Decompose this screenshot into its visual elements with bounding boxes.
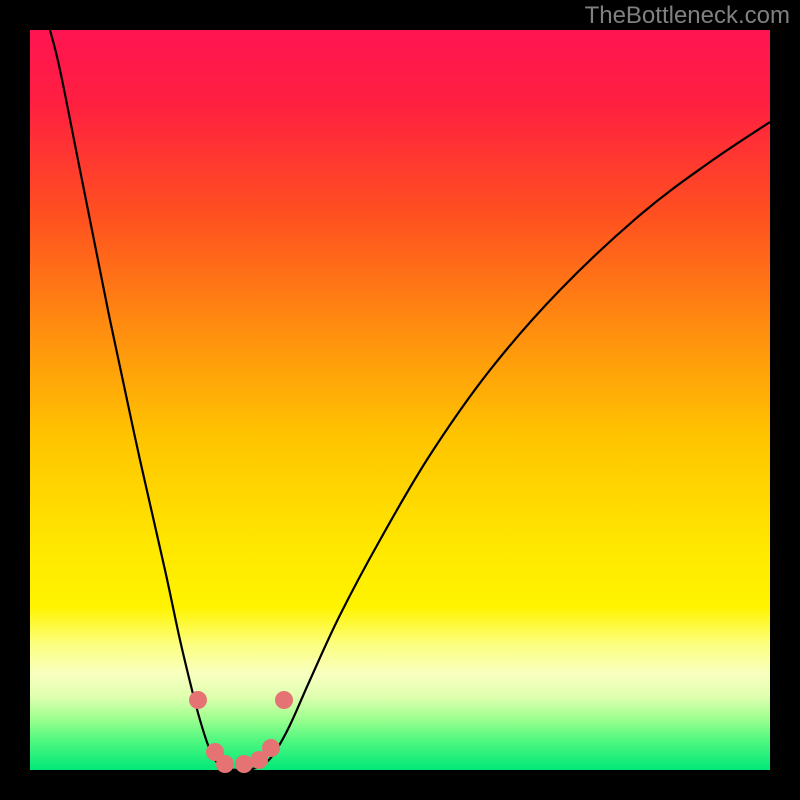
marker-point xyxy=(189,691,207,709)
marker-point xyxy=(262,739,280,757)
watermark-text: TheBottleneck.com xyxy=(585,2,790,30)
marker-point xyxy=(216,755,234,773)
curve-line xyxy=(50,30,770,770)
chart-svg xyxy=(0,0,800,800)
marker-point xyxy=(275,691,293,709)
